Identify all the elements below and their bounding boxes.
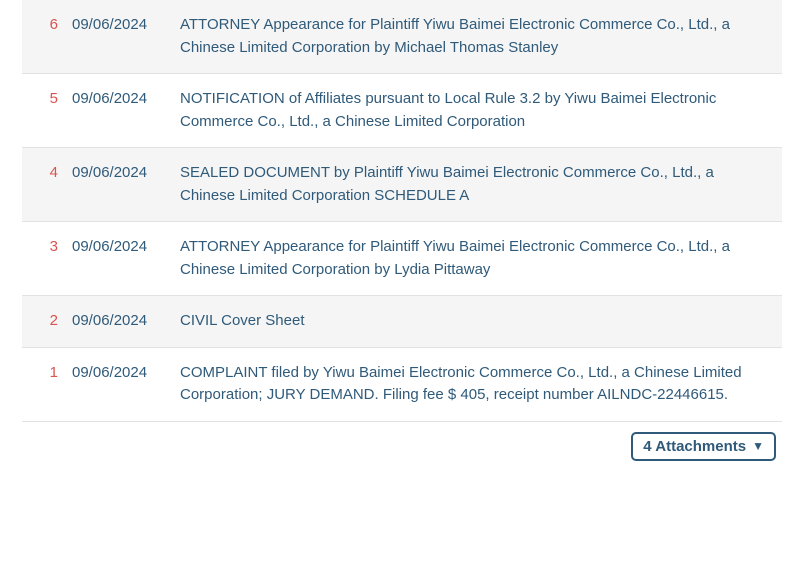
entry-number: 4 (28, 162, 62, 185)
entry-number: 6 (28, 14, 62, 37)
entry-date: 09/06/2024 (62, 362, 172, 385)
entry-number: 5 (28, 88, 62, 111)
entry-description: ATTORNEY Appearance for Plaintiff Yiwu B… (172, 14, 772, 59)
docket-row[interactable]: 6 09/06/2024 ATTORNEY Appearance for Pla… (22, 0, 782, 74)
entry-date: 09/06/2024 (62, 88, 172, 111)
docket-row[interactable]: 3 09/06/2024 ATTORNEY Appearance for Pla… (22, 222, 782, 296)
entry-description: ATTORNEY Appearance for Plaintiff Yiwu B… (172, 236, 772, 281)
entry-description: NOTIFICATION of Affiliates pursuant to L… (172, 88, 772, 133)
docket-list: 6 09/06/2024 ATTORNEY Appearance for Pla… (0, 0, 800, 461)
entry-description: SEALED DOCUMENT by Plaintiff Yiwu Baimei… (172, 162, 772, 207)
attachments-button[interactable]: 4 Attachments ▼ (631, 432, 776, 461)
entry-number: 2 (28, 310, 62, 333)
entry-description: CIVIL Cover Sheet (172, 310, 772, 333)
entry-date: 09/06/2024 (62, 236, 172, 259)
docket-row[interactable]: 2 09/06/2024 CIVIL Cover Sheet (22, 296, 782, 348)
attachments-button-label: 4 Attachments (643, 438, 746, 455)
entry-date: 09/06/2024 (62, 162, 172, 185)
entry-date: 09/06/2024 (62, 14, 172, 37)
entry-date: 09/06/2024 (62, 310, 172, 333)
docket-row[interactable]: 1 09/06/2024 COMPLAINT filed by Yiwu Bai… (22, 348, 782, 422)
entry-number: 1 (28, 362, 62, 385)
footer-row: 4 Attachments ▼ (22, 422, 782, 461)
docket-row[interactable]: 4 09/06/2024 SEALED DOCUMENT by Plaintif… (22, 148, 782, 222)
entry-description: COMPLAINT filed by Yiwu Baimei Electroni… (172, 362, 772, 407)
docket-row[interactable]: 5 09/06/2024 NOTIFICATION of Affiliates … (22, 74, 782, 148)
chevron-down-icon: ▼ (752, 440, 764, 452)
entry-number: 3 (28, 236, 62, 259)
